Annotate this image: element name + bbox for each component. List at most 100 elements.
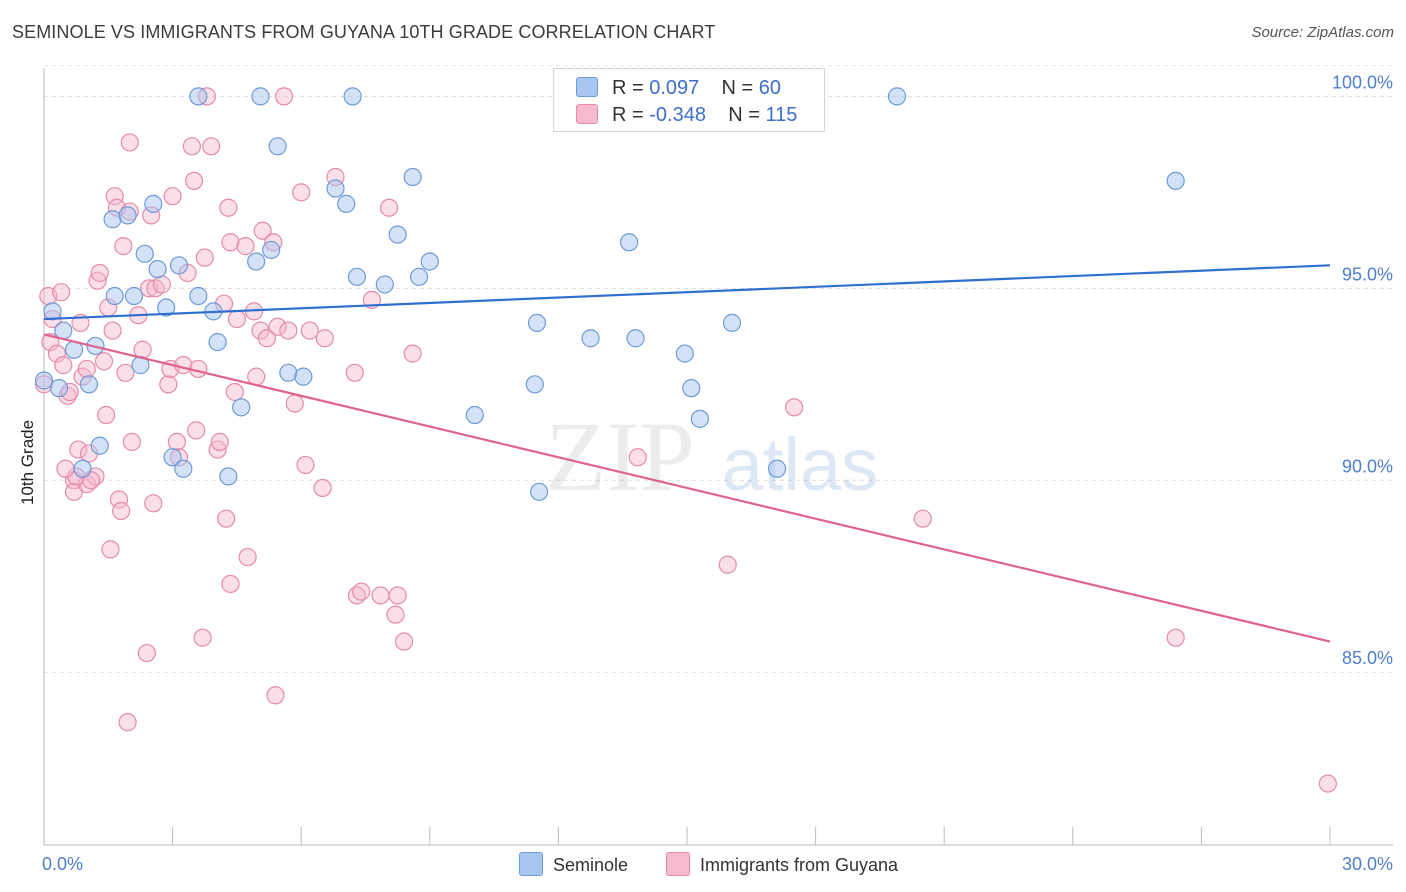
guyana-point	[253, 221, 272, 240]
guyana-point	[352, 582, 371, 601]
guyana-point	[285, 394, 304, 413]
bottom-legend-label-seminole: Seminole	[553, 855, 629, 875]
guyana-point	[210, 432, 229, 452]
seminole-point	[135, 244, 154, 263]
seminole-point	[403, 167, 422, 187]
seminole-point	[118, 206, 137, 225]
guyana-point	[227, 309, 246, 329]
guyana-point	[167, 432, 186, 452]
legend: R = 0.097 N = 60 R = -0.348 N = 115	[553, 68, 825, 132]
guyana-point	[1166, 628, 1185, 647]
guyana-point	[219, 198, 238, 217]
seminole-point	[682, 379, 701, 398]
guyana-point	[371, 586, 390, 605]
legend-r-value: 0.097	[649, 77, 700, 99]
guyana-point	[187, 421, 206, 440]
legend-n-label: N =	[728, 104, 766, 126]
seminole-point	[174, 459, 193, 478]
bottom-legend-swatch-seminole	[519, 852, 543, 876]
seminole-point	[103, 210, 122, 229]
guyana-point	[292, 183, 311, 202]
seminole-point	[620, 233, 639, 252]
seminole-point	[527, 313, 547, 332]
guyana-point	[103, 321, 122, 340]
guyana-point	[77, 359, 96, 379]
x-tick-label-min: 0.0%	[42, 854, 83, 874]
y-tick-label: 85.0%	[1342, 648, 1393, 668]
bottom-legend-swatch-guyana	[666, 852, 690, 876]
seminole-point	[90, 436, 109, 455]
guyana-point	[69, 440, 88, 459]
guyana-point	[313, 478, 332, 498]
seminole-point	[79, 375, 99, 394]
seminole-point	[626, 329, 645, 348]
guyana-point	[184, 171, 204, 190]
seminole-point	[144, 194, 163, 213]
guyana-point	[300, 321, 319, 340]
seminole-point	[268, 137, 287, 156]
guyana-point	[122, 432, 141, 452]
seminole-point	[262, 240, 281, 260]
seminole-point	[375, 275, 394, 294]
legend-row-guyana: R = -0.348 N = 115	[576, 104, 797, 127]
guyana-point	[268, 317, 287, 336]
seminole-point	[148, 260, 167, 279]
x-tick-label-max: 30.0%	[1342, 854, 1393, 874]
bottom-legend-guyana: Immigrants from Guyana	[666, 852, 898, 876]
guyana-point	[193, 628, 212, 647]
seminole-point	[157, 298, 176, 317]
bottom-legend-label-guyana: Immigrants from Guyana	[700, 855, 899, 875]
guyana-point	[118, 713, 137, 732]
seminole-point	[675, 344, 694, 363]
guyana-trend-line	[43, 333, 1331, 643]
seminole-point	[722, 313, 742, 332]
guyana-point	[274, 87, 294, 106]
guyana-point	[105, 187, 124, 206]
chart-source: Source: ZipAtlas.com	[1251, 24, 1394, 41]
seminole-point	[465, 405, 484, 425]
seminole-point	[581, 329, 600, 348]
guyana-point	[144, 494, 163, 513]
legend-r-value: -0.348	[649, 104, 706, 126]
guyana-point	[386, 605, 405, 624]
seminole-point	[247, 252, 266, 271]
watermark-atlas: atlas	[722, 423, 878, 506]
guyana-point	[238, 547, 257, 567]
guyana-point	[101, 540, 120, 559]
guyana-point	[257, 329, 277, 348]
watermark: ZIP atlas	[545, 401, 878, 512]
legend-row-seminole: R = 0.097 N = 60	[576, 77, 781, 100]
guyana-point	[56, 459, 75, 478]
guyana-point	[97, 405, 116, 425]
guyana-point	[202, 137, 221, 156]
legend-n-value: 60	[758, 77, 782, 99]
guyana-point	[718, 555, 737, 574]
seminole-point	[294, 367, 313, 386]
guyana-point	[394, 632, 414, 651]
guyana-point	[137, 643, 156, 663]
seminole-point	[343, 87, 362, 106]
seminole-point	[43, 302, 62, 321]
seminole-point	[251, 87, 270, 106]
y-tick-labels: 85.0% 90.0% 95.0% 100.0%	[1332, 72, 1393, 668]
seminole-point	[690, 409, 709, 428]
guyana-point	[236, 237, 255, 256]
seminole-point	[887, 87, 907, 106]
guyana-point	[182, 137, 201, 156]
trend-lines	[43, 264, 1331, 643]
guyana-point	[94, 352, 114, 371]
guyana-point	[195, 248, 214, 267]
guyana-point	[109, 490, 129, 509]
seminole-point	[409, 267, 429, 286]
seminole-point	[189, 286, 208, 306]
seminole-point	[163, 448, 182, 467]
seminole-point	[326, 179, 345, 198]
seminole-point	[388, 225, 407, 244]
guyana-point	[116, 363, 135, 382]
chart-title: SEMINOLE VS IMMIGRANTS FROM GUYANA 10TH …	[12, 22, 716, 42]
guyana-point	[52, 283, 71, 302]
legend-n-value: 115	[765, 104, 798, 126]
legend-n-label: N =	[721, 77, 759, 99]
guyana-point	[225, 382, 244, 402]
